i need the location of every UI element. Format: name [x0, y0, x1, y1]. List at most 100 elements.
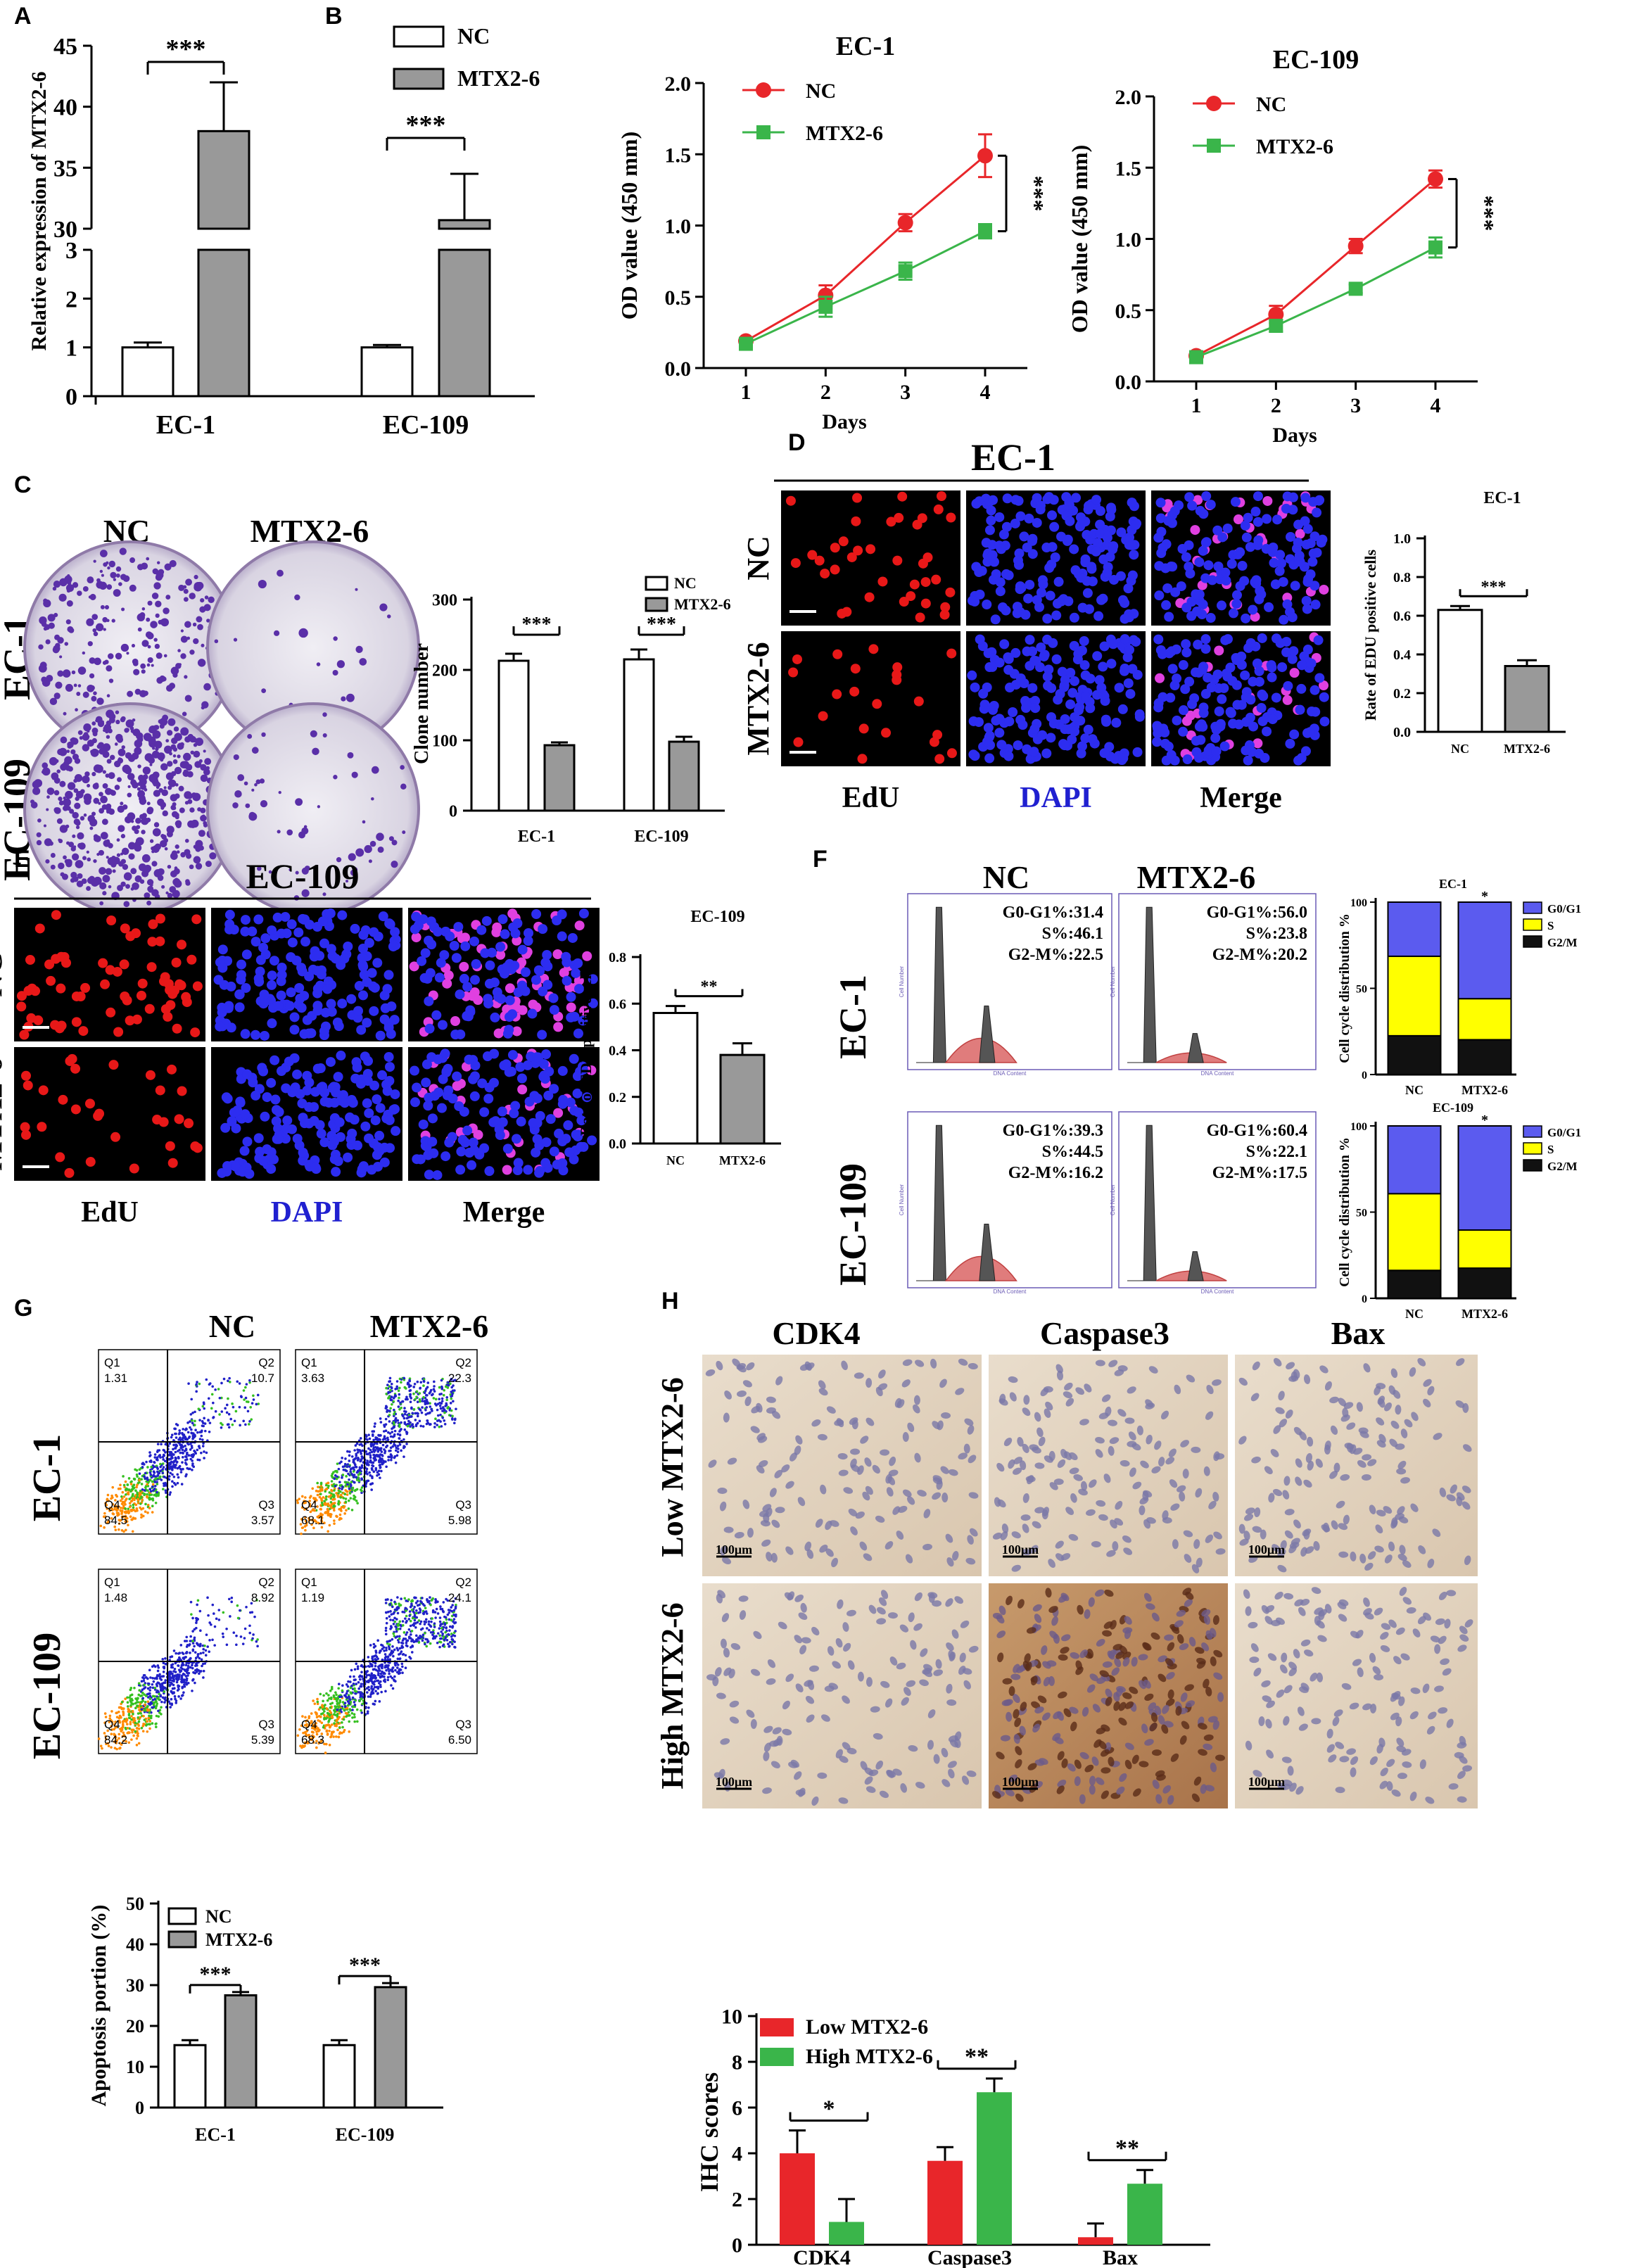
c-colony: [116, 853, 121, 857]
g-event: [189, 1413, 193, 1416]
g-event: [174, 1457, 177, 1461]
g-event: [353, 1474, 356, 1476]
g-event: [440, 1379, 443, 1382]
g-event: [164, 1489, 167, 1493]
g-event: [132, 1503, 135, 1507]
e-cell: [440, 1151, 451, 1162]
c-colony: [152, 747, 156, 750]
d-cell: [1022, 646, 1032, 657]
g-event: [388, 1376, 392, 1380]
g-event: [440, 1397, 444, 1400]
c-colony: [137, 782, 142, 786]
g-event: [218, 1413, 221, 1416]
c-colony: [87, 641, 93, 647]
g-event: [164, 1657, 167, 1660]
b1-point: [978, 224, 992, 239]
e-cell: [16, 991, 27, 1001]
e-cell: [145, 1070, 156, 1080]
g-event: [144, 1486, 147, 1489]
g-event: [378, 1447, 381, 1451]
g-event: [191, 1666, 194, 1670]
c-colony: [172, 754, 177, 758]
e-cell: [346, 1095, 357, 1106]
g-event: [371, 1468, 374, 1471]
c-colony: [163, 786, 167, 790]
d-cell: [1296, 683, 1307, 694]
d-cell: [820, 569, 830, 579]
d-cell: [1015, 511, 1026, 521]
c-colony: [278, 790, 281, 794]
e-cell: [460, 941, 471, 951]
g-q-label: Q2: [258, 1356, 274, 1369]
e-cell: [239, 1146, 250, 1156]
d-cell: [1248, 676, 1258, 687]
e-cell: [100, 979, 110, 989]
c-colony: [191, 819, 199, 828]
e-col-merge: Merge: [463, 1196, 545, 1229]
d-cell: [1032, 517, 1042, 528]
d-cell: [1027, 549, 1038, 559]
e-cell: [424, 1092, 434, 1103]
e-cell: [25, 955, 35, 965]
c-colony: [146, 900, 152, 906]
d-cell: [838, 536, 849, 547]
d-cell: [1029, 747, 1039, 757]
d-cell: [1319, 584, 1329, 595]
c-colony: [89, 673, 95, 679]
d-cell: [1127, 570, 1138, 581]
d-cell: [853, 545, 863, 556]
f1-ytick-label: 100: [1350, 897, 1367, 909]
panel-letter-d: D: [788, 429, 806, 456]
e-cell: [289, 1012, 300, 1022]
e-cell: [300, 937, 311, 947]
g-event: [198, 1382, 201, 1386]
e-cell: [120, 923, 130, 934]
e-cell: [106, 1007, 116, 1018]
c-colony: [134, 875, 142, 882]
c-colony: [66, 600, 73, 607]
e-cell: [296, 963, 307, 973]
g-event: [419, 1400, 421, 1403]
c-colony: [167, 892, 173, 899]
c-colony: [167, 761, 173, 767]
g-event: [348, 1478, 350, 1481]
c-colony: [237, 774, 245, 781]
g-event: [372, 1443, 376, 1446]
g-event: [207, 1397, 210, 1400]
g-event: [126, 1701, 129, 1704]
g-event: [179, 1644, 183, 1647]
f-row-ec1: EC-1: [832, 975, 874, 1059]
c-colony: [106, 561, 109, 564]
a-ytick-label: 45: [53, 34, 77, 60]
d-cell: [1094, 675, 1105, 685]
e-cell: [520, 967, 531, 977]
g-event: [355, 1466, 358, 1469]
e-cell: [467, 991, 478, 1001]
d-cell: [1120, 597, 1130, 608]
e-cell: [59, 951, 70, 962]
g-event: [225, 1411, 229, 1414]
g-event: [137, 1712, 140, 1715]
g-event: [372, 1438, 375, 1442]
e-cell: [512, 1165, 523, 1176]
g-event: [186, 1421, 189, 1424]
d-cell: [1256, 702, 1267, 713]
g-event: [389, 1449, 392, 1452]
g-event: [393, 1443, 395, 1446]
e-cell: [71, 1017, 82, 1027]
b2-legend-mtx-marker: [1207, 139, 1221, 153]
d-cell: [1163, 741, 1174, 752]
c-colony: [65, 790, 73, 799]
e-cell: [557, 931, 567, 942]
d-cell: [1226, 708, 1236, 718]
c-colony: [113, 578, 117, 581]
e-cell: [418, 1119, 429, 1129]
d-cell: [1313, 635, 1324, 645]
g-event: [149, 1716, 153, 1720]
c-colony: [208, 596, 215, 604]
g-event: [198, 1458, 201, 1462]
g-event: [152, 1680, 156, 1683]
e-cell: [505, 995, 515, 1006]
c-colony: [67, 581, 72, 585]
c-colony: [355, 848, 364, 857]
